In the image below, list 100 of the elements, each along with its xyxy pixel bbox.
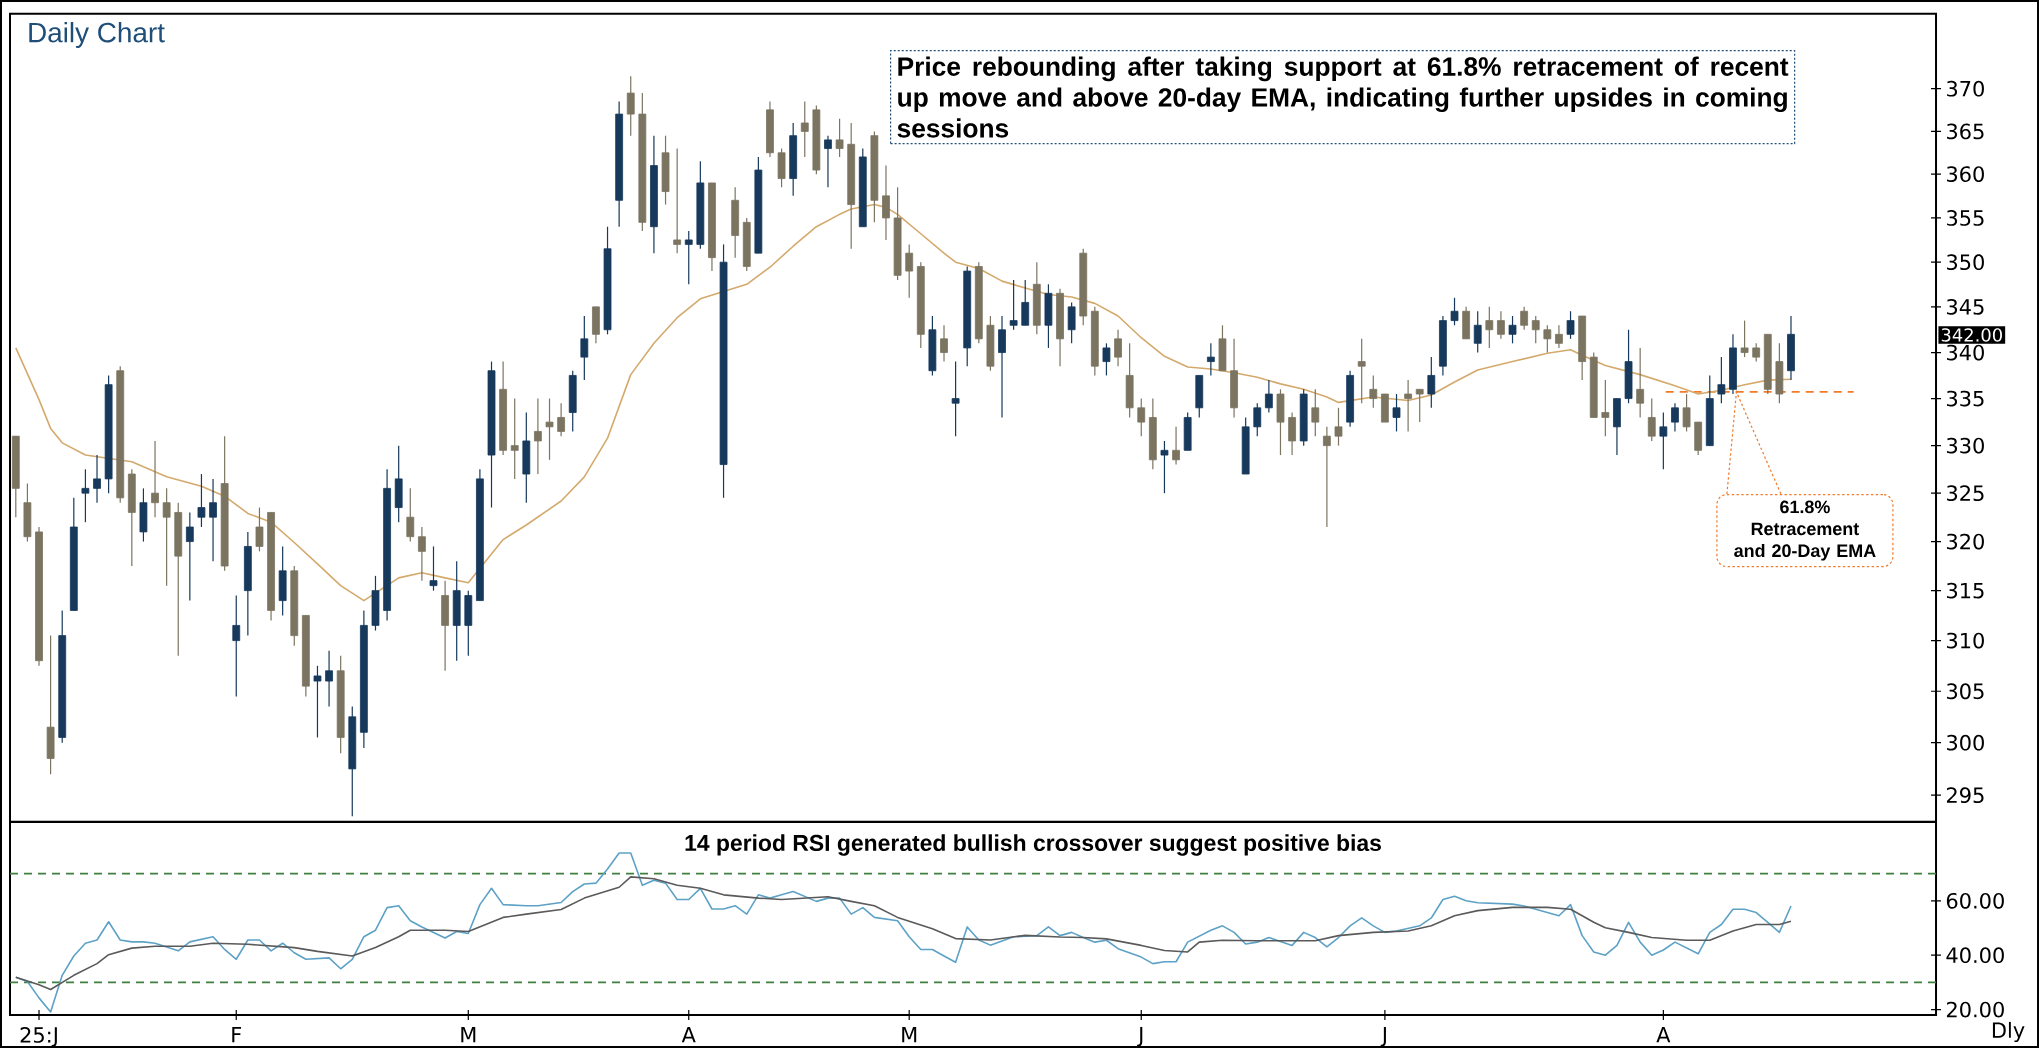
candlestick <box>1114 329 1122 367</box>
y-tick-label: 320 <box>1947 533 1984 550</box>
candlestick <box>1671 402 1679 433</box>
y-tick-label: 340 <box>1947 344 1984 361</box>
candlestick <box>534 397 542 475</box>
text: 14 period RSI generated bullish crossover suggest positive bias <box>685 834 1381 856</box>
y-tick-label: 350 <box>1947 254 1984 271</box>
y-tick-label: 360 <box>1947 166 1984 183</box>
x-tick-label: J <box>1380 1027 1386 1047</box>
candlestick <box>1067 301 1076 344</box>
chart-title: Daily Chart <box>29 21 165 48</box>
candlestick <box>1009 279 1018 331</box>
candlestick <box>232 594 241 697</box>
candlestick <box>1531 315 1540 344</box>
candlestick <box>1682 393 1691 433</box>
candlestick <box>1160 440 1169 494</box>
candlestick <box>1021 279 1030 326</box>
text: Dly <box>1992 1021 2025 1043</box>
x-tick-label: F <box>232 1027 242 1043</box>
text: 342.00 <box>1941 328 2002 342</box>
candlestick <box>151 440 159 518</box>
candlestick <box>1392 393 1401 433</box>
candlestick <box>1659 411 1668 470</box>
candlestick <box>626 75 635 137</box>
candlestick <box>951 360 960 437</box>
candlestick <box>1404 379 1412 433</box>
y-tick-label: 20.00 <box>1946 1001 2004 1018</box>
y-tick-label: 310 <box>1947 632 1984 649</box>
candlestick <box>1288 411 1296 456</box>
candlestick <box>1369 374 1378 409</box>
candlestick <box>835 118 844 158</box>
y-tick-label: 355 <box>1947 210 1984 226</box>
y-tick-label: 330 <box>1947 437 1984 454</box>
candlestick <box>684 230 693 285</box>
candlestick <box>255 506 264 552</box>
candlestick <box>545 397 554 461</box>
candlestick <box>1102 342 1111 377</box>
x-tick-label: A <box>681 1027 696 1043</box>
candlestick <box>209 478 217 562</box>
candlestick <box>1740 319 1749 358</box>
candlestick <box>1450 297 1459 326</box>
candlestick <box>1311 388 1320 437</box>
x-tick-label: J <box>1137 1027 1143 1047</box>
candlestick <box>905 243 914 299</box>
candlestick <box>418 526 426 582</box>
candlestick <box>580 315 589 381</box>
candlestick <box>1206 342 1215 377</box>
candlestick <box>1647 397 1656 442</box>
y-tick-label: 295 <box>1946 787 1984 804</box>
legend-label: 61.8% Retracement and 20-Day EMA <box>1734 500 1876 561</box>
candlestick <box>882 164 890 241</box>
candlestick <box>1357 338 1366 404</box>
candlestick <box>1543 324 1552 354</box>
candlestick <box>1323 426 1331 528</box>
candlestick <box>800 100 809 158</box>
candlestick <box>1601 379 1610 437</box>
candlestick <box>325 650 333 708</box>
candlestick <box>824 135 832 188</box>
x-tick-label: A <box>1656 1027 1671 1043</box>
candlestick <box>1717 356 1726 404</box>
y-tick-label: 315 <box>1947 582 1984 599</box>
candlestick <box>1172 426 1180 466</box>
candlestick <box>162 487 171 587</box>
candlestick <box>1334 407 1343 447</box>
candlestick <box>510 397 519 480</box>
y-tick-label: 370 <box>1947 80 1984 97</box>
candlestick <box>557 402 565 437</box>
candlestick <box>1485 306 1494 349</box>
y-tick-label: 40.00 <box>1946 947 2004 964</box>
candlestick <box>313 665 322 739</box>
y-tick-label: 335 <box>1947 390 1984 407</box>
candlestick <box>1566 310 1575 340</box>
candlestick <box>406 487 415 543</box>
annotation: Price rebounding after taking support at 61.8% retracement of recent up move and above 20-day EMA, indicating further upsides in coming sessions <box>897 56 1789 138</box>
candlestick <box>1508 315 1517 344</box>
y-tick-label: 305 <box>1947 683 1984 700</box>
candlestick <box>1497 310 1505 340</box>
candlestick <box>940 324 948 363</box>
y-tick-label: 300 <box>1947 734 1984 751</box>
candlestick <box>1520 306 1529 331</box>
candlestick <box>93 454 101 504</box>
candlestick <box>1253 402 1262 437</box>
candlestick <box>998 315 1006 419</box>
candlestick <box>1265 379 1273 414</box>
y-tick-label: 345 <box>1947 298 1984 315</box>
candlestick <box>429 545 438 592</box>
x-tick-label: M <box>461 1027 476 1043</box>
candlestick <box>1473 310 1482 354</box>
y-tick-label: 325 <box>1947 485 1984 502</box>
candlestick <box>1415 388 1424 423</box>
candlestick <box>197 473 206 528</box>
candlestick <box>1555 324 1563 349</box>
y-tick-label: 60.00 <box>1946 892 2004 909</box>
candlestick <box>1752 342 1761 363</box>
candlestick <box>1137 397 1146 437</box>
candlestick <box>1636 347 1645 419</box>
candlestick <box>673 147 682 254</box>
candlestick <box>1427 356 1436 409</box>
y-tick-label: 365 <box>1947 123 1984 140</box>
x-tick-label: M <box>902 1027 917 1043</box>
